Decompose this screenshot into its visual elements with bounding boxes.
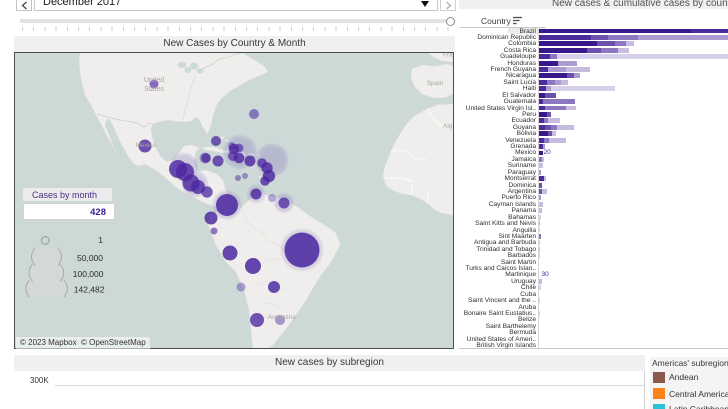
svg-text:Fra: Fra [443,53,453,59]
svg-text:Argentina: Argentina [268,314,296,321]
svg-text:1: 1 [98,235,103,245]
svg-text:Alg: Alg [443,123,453,130]
svg-text:Mexico: Mexico [136,142,157,149]
svg-text:States: States [144,86,164,93]
svg-text:100,000: 100,000 [73,269,104,279]
svg-text:United: United [144,77,164,84]
svg-text:Spain: Spain [427,80,444,87]
svg-text:50,000: 50,000 [77,253,103,263]
svg-text:142,482: 142,482 [74,285,105,295]
